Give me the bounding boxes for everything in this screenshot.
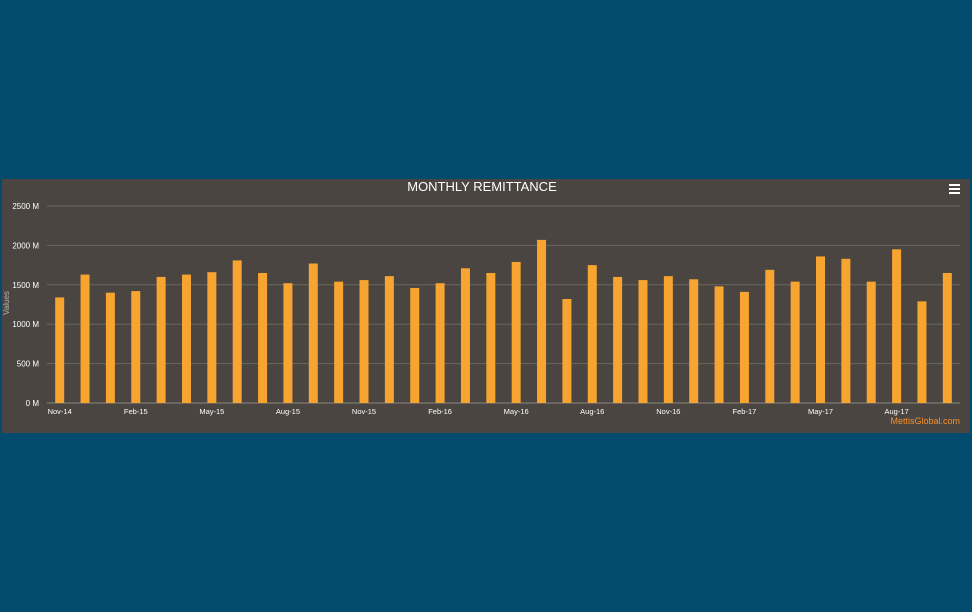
bars: [55, 239, 952, 403]
y-tick-label: 500 M: [17, 360, 40, 369]
bar-Oct-16[interactable]: [638, 280, 648, 403]
bar-Aug-16[interactable]: [587, 265, 597, 403]
bar-Apr-17[interactable]: [790, 281, 800, 403]
bar-Oct-15[interactable]: [334, 281, 344, 403]
bar-Dec-15[interactable]: [384, 276, 394, 403]
bar-Nov-16[interactable]: [663, 276, 673, 403]
x-tick-label: Aug-15: [276, 407, 300, 416]
bar-Sep-17[interactable]: [917, 301, 927, 403]
bar-Jul-17[interactable]: [866, 281, 876, 403]
chart-panel: MONTHLY REMITTANCE 0 M 500 M 1000 M 1500 M 2…: [2, 179, 970, 433]
bar-May-17[interactable]: [816, 256, 826, 403]
bar-Mar-17[interactable]: [765, 269, 775, 403]
bar-Apr-16[interactable]: [486, 272, 496, 403]
bar-Jun-16[interactable]: [537, 239, 547, 403]
x-tick-label: May-16: [504, 407, 529, 416]
credit-link[interactable]: MettisGlobal.com: [890, 416, 960, 426]
y-tick-label: 0 M: [26, 399, 40, 408]
x-tick-label: Aug-17: [885, 407, 909, 416]
bar-May-15[interactable]: [207, 272, 217, 403]
bar-Jun-15[interactable]: [232, 260, 242, 403]
bar-Jul-16[interactable]: [562, 298, 572, 403]
x-tick-label: May-15: [199, 407, 224, 416]
bar-Oct-17[interactable]: [942, 272, 952, 403]
bar-Jan-16[interactable]: [410, 287, 420, 403]
y-tick-label: 1500 M: [12, 281, 39, 290]
bar-Mar-15[interactable]: [156, 276, 166, 403]
x-tick-label: Nov-15: [352, 407, 376, 416]
bar-chart: 0 M 500 M 1000 M 1500 M 2000 M 2500 M Nov-14 F…: [2, 202, 960, 416]
x-axis-ticks: Nov-14 Feb-15 May-15 Aug-15 Nov-15 Feb-16 May-…: [48, 407, 909, 416]
bar-Nov-14[interactable]: [55, 297, 65, 403]
bar-Jul-15[interactable]: [258, 272, 268, 403]
y-axis-ticks: 0 M 500 M 1000 M 1500 M 2000 M 2500 M: [12, 202, 39, 408]
x-tick-label: Feb-16: [428, 407, 452, 416]
chart-title: MONTHLY REMITTANCE: [407, 179, 557, 194]
x-tick-label: Aug-16: [580, 407, 604, 416]
bar-Feb-16[interactable]: [435, 283, 445, 403]
y-axis-label: Values: [2, 291, 11, 315]
bar-Jun-17[interactable]: [841, 258, 851, 403]
bar-Feb-17[interactable]: [739, 291, 749, 403]
x-tick-label: May-17: [808, 407, 833, 416]
x-tick-label: Feb-15: [124, 407, 148, 416]
bar-Dec-14[interactable]: [80, 274, 90, 403]
bar-May-16[interactable]: [511, 261, 521, 403]
y-tick-label: 2000 M: [12, 241, 39, 250]
bar-Aug-15[interactable]: [283, 283, 293, 403]
bar-Dec-16[interactable]: [689, 279, 699, 403]
bar-Mar-16[interactable]: [460, 268, 470, 403]
x-tick-label: Feb-17: [733, 407, 757, 416]
bar-Apr-15[interactable]: [181, 274, 191, 403]
bar-Feb-15[interactable]: [131, 291, 141, 403]
y-tick-label: 1000 M: [12, 320, 39, 329]
bar-Sep-15[interactable]: [308, 263, 318, 403]
grid-lines: [47, 205, 960, 404]
bar-Nov-15[interactable]: [359, 280, 369, 403]
x-tick-label: Nov-14: [48, 407, 72, 416]
x-tick-label: Nov-16: [656, 407, 680, 416]
bar-Aug-17[interactable]: [892, 249, 902, 403]
bar-Sep-16[interactable]: [613, 276, 623, 403]
y-tick-label: 2500 M: [12, 202, 39, 211]
bar-Jan-15[interactable]: [105, 292, 115, 403]
hamburger-menu-icon[interactable]: [946, 181, 964, 197]
bar-Jan-17[interactable]: [714, 286, 724, 403]
